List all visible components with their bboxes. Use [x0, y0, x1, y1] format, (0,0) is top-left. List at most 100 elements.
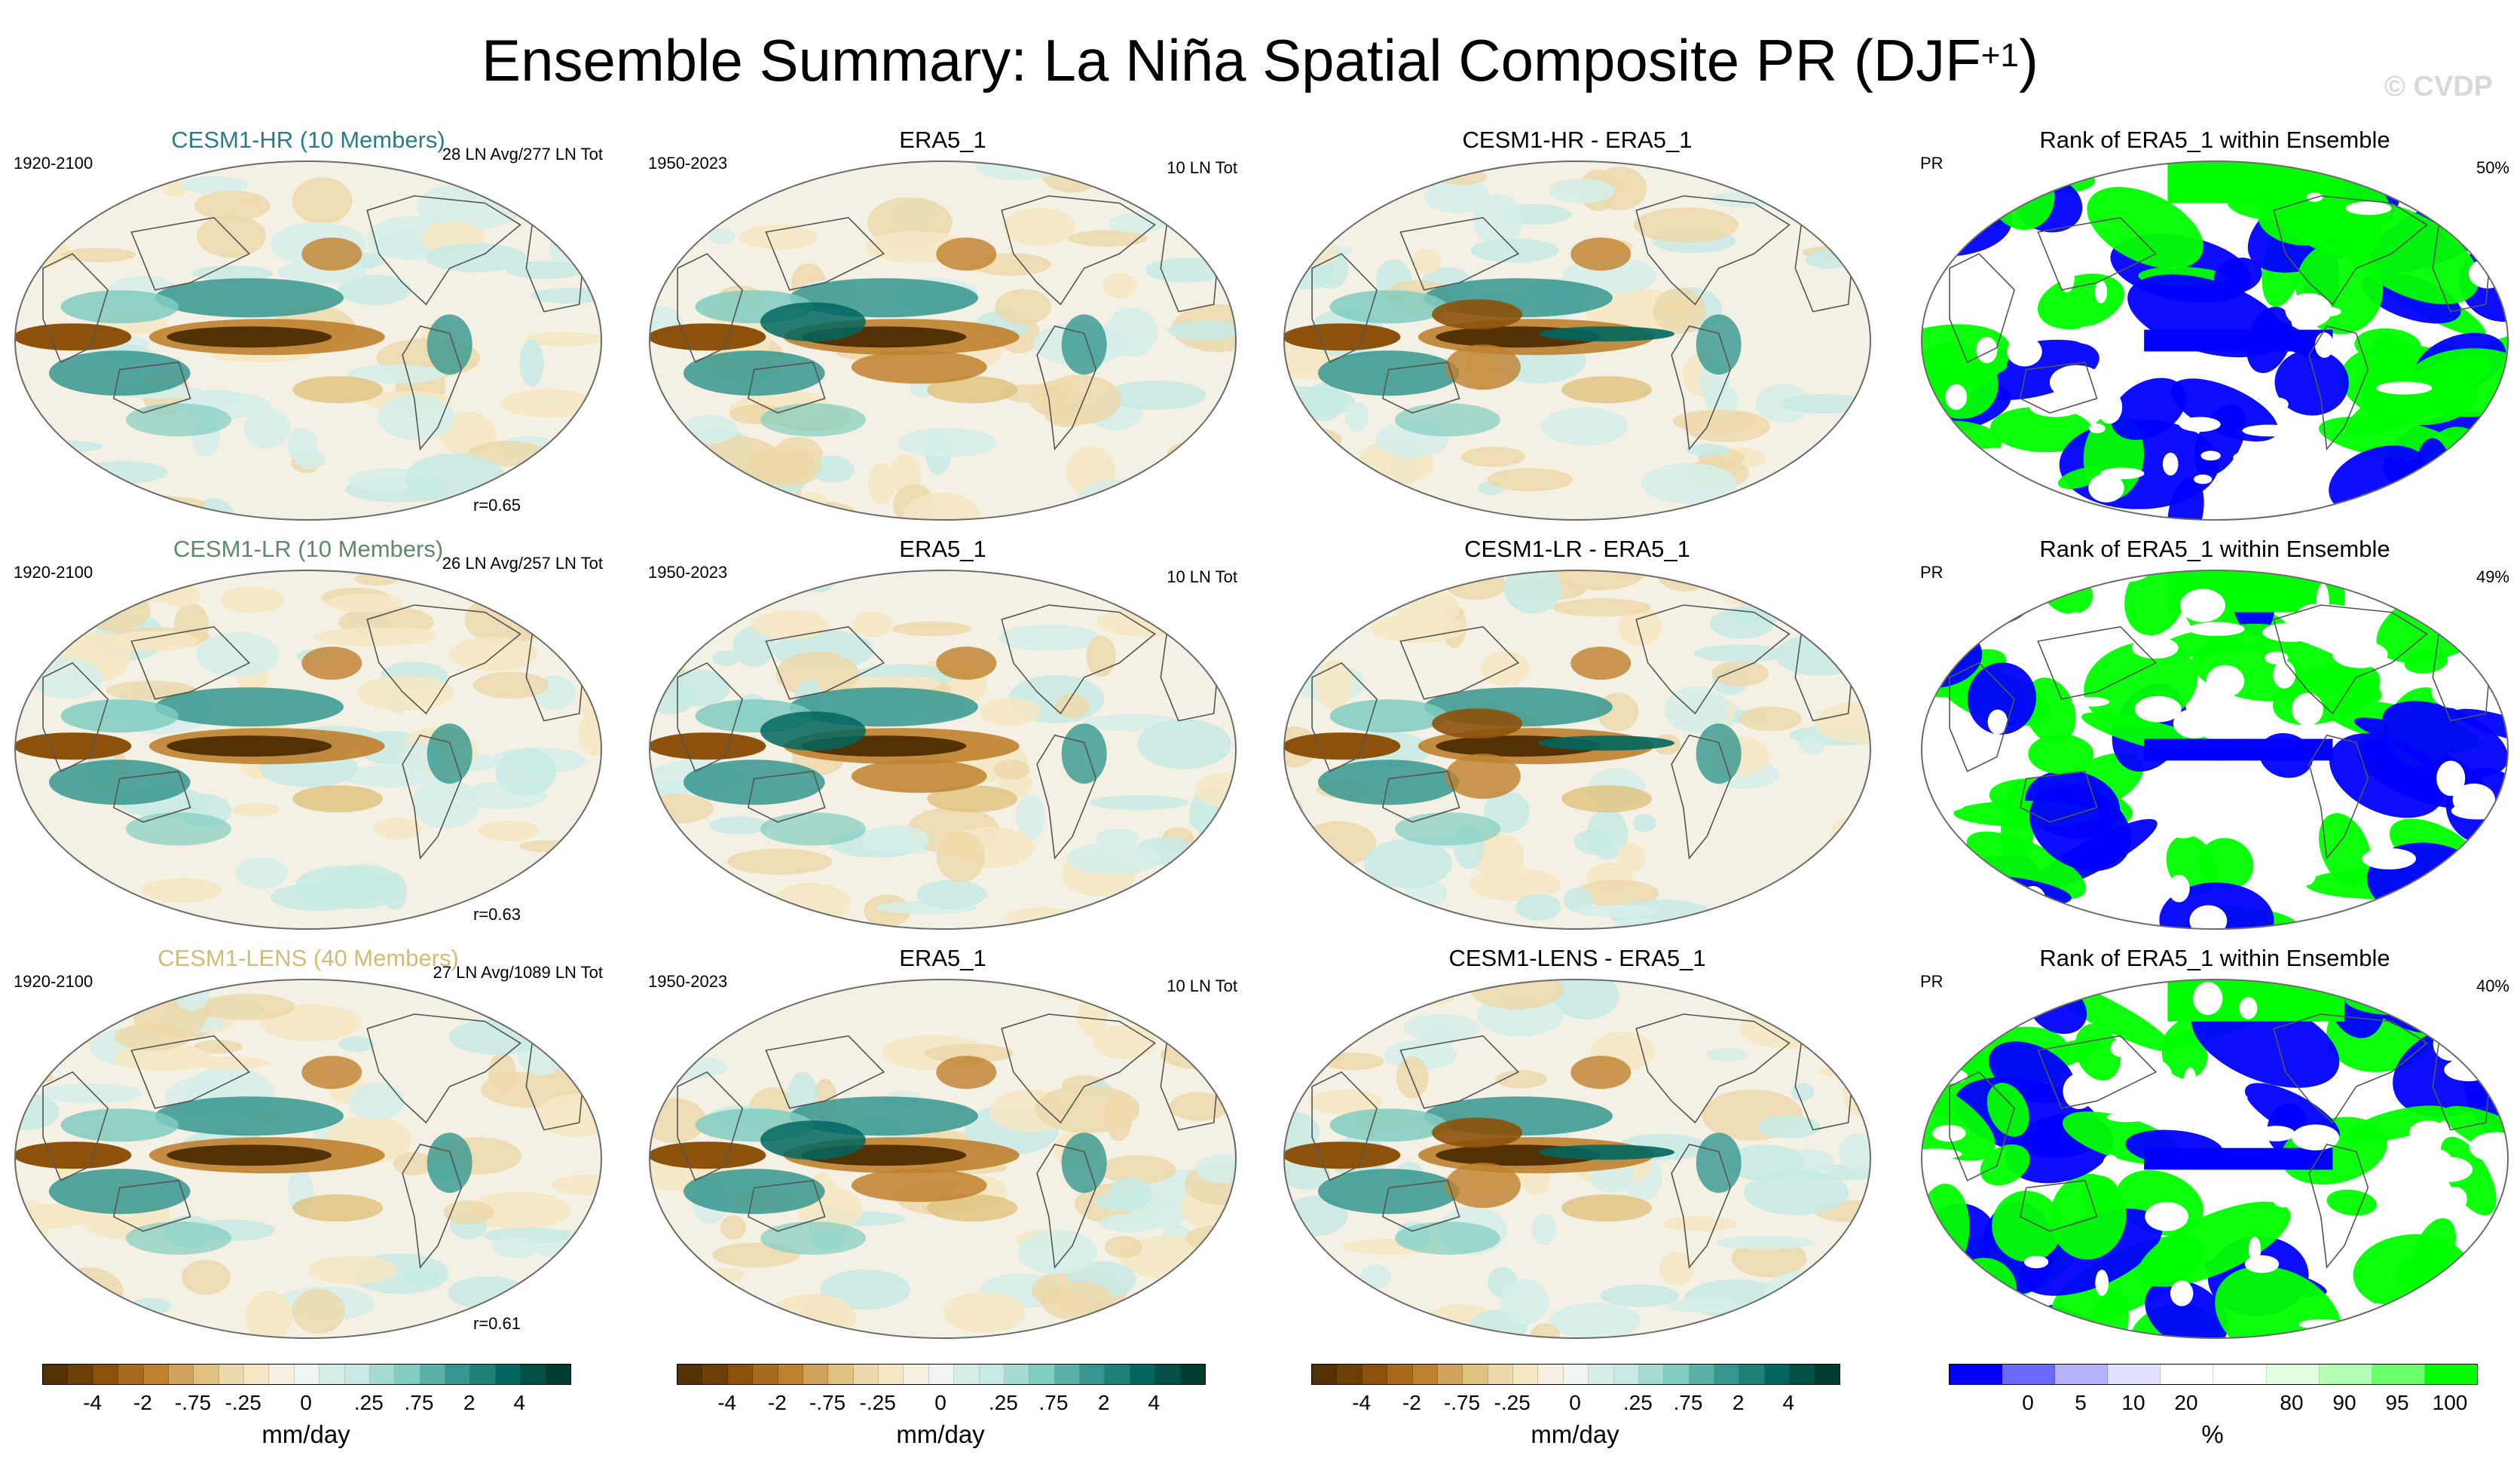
- map-outline: [649, 979, 1237, 1339]
- coastline-5: [747, 770, 826, 823]
- colorbar-swatch: [753, 1365, 778, 1384]
- colorbar-swatch: [1664, 1365, 1690, 1384]
- colorbar-4-tick-label: 0: [2022, 1391, 2034, 1414]
- coastline-6: [1399, 625, 1520, 700]
- colorbar-2-tick-label: 4: [1148, 1391, 1161, 1414]
- colorbar-swatch: [1589, 1365, 1614, 1384]
- colorbar-swatch: [495, 1365, 521, 1384]
- colorbar-4-tick-label: 20: [2174, 1391, 2198, 1414]
- panel-title-r3-obs: ERA5_1: [899, 945, 986, 971]
- coastline-1: [1001, 1013, 1156, 1124]
- panel-right-label-r2-ens: 26 LN Avg/257 LN Tot: [442, 554, 603, 573]
- colorbar-swatch: [1387, 1365, 1413, 1384]
- coastline-2: [2308, 1143, 2369, 1269]
- main-title-close: ): [2018, 27, 2038, 93]
- colorbar-swatch: [778, 1365, 803, 1384]
- colorbar-2-tick-label: .25: [988, 1391, 1018, 1414]
- colorbar-4-tick-label: 100: [2432, 1391, 2468, 1414]
- coastline-4: [1949, 662, 2016, 772]
- colorbar-swatch: [1739, 1365, 1765, 1384]
- colorbar-swatch: [68, 1365, 93, 1384]
- colorbar-swatch: [1790, 1365, 1815, 1384]
- colorbar-3-tick-label: 4: [1782, 1391, 1795, 1414]
- colorbar-swatch: [470, 1365, 496, 1384]
- colorbar-swatch: [2424, 1365, 2477, 1384]
- colorbar-swatch: [677, 1365, 703, 1384]
- map-r2-ens: [14, 570, 602, 930]
- map-r1-rank: [1921, 160, 2509, 521]
- panel-left-label-r1-ens: 1920-2100: [14, 154, 93, 173]
- coastline-4: [677, 662, 744, 772]
- colorbar-swatch: [244, 1365, 270, 1384]
- colorbar-swatch: [1538, 1365, 1564, 1384]
- coastline-6: [130, 1035, 251, 1109]
- colorbar-swatch: [853, 1365, 879, 1384]
- colorbar-swatch: [928, 1365, 955, 1384]
- coastline-2: [402, 325, 463, 451]
- colorbar-swatch: [1362, 1365, 1388, 1384]
- map-outline: [1283, 570, 1871, 930]
- coastline-5: [747, 361, 826, 414]
- main-title-text: Ensemble Summary: La Niña Spatial Compos…: [482, 27, 1981, 93]
- colorbar-1-tick-label: .25: [353, 1391, 384, 1414]
- colorbar-swatch: [294, 1365, 320, 1384]
- colorbar-swatch: [1180, 1365, 1205, 1384]
- map-r1-obs: [649, 160, 1237, 521]
- colorbar-swatch: [320, 1365, 345, 1384]
- coastline-6: [2037, 1035, 2158, 1109]
- colorbar-3-tick-label: 2: [1732, 1391, 1745, 1414]
- colorbar-4-tick-label: 80: [2280, 1391, 2304, 1414]
- map-r2-diff: [1283, 570, 1871, 930]
- panel-right-label-r3-ens: 27 LN Avg/1089 LN Tot: [433, 963, 603, 982]
- panel-title-r3-diff: CESM1-LENS - ERA5_1: [1448, 945, 1706, 971]
- coastline-1: [2273, 604, 2428, 715]
- colorbar-swatch: [1437, 1365, 1463, 1384]
- colorbar-1-tick-label: -.75: [174, 1391, 212, 1414]
- main-title-superscript: +1: [1980, 37, 2019, 74]
- colorbar-swatch: [43, 1365, 69, 1384]
- colorbar-3-tick-label: -2: [1402, 1391, 1421, 1414]
- coastline-4: [677, 1071, 744, 1181]
- coastline-5: [1381, 1179, 1460, 1232]
- colorbar-1-tick-label: 2: [463, 1391, 476, 1414]
- coastline-5: [747, 1179, 826, 1232]
- colorbar-swatch: [546, 1365, 570, 1384]
- colorbar-4-tick-label: 10: [2121, 1391, 2145, 1414]
- colorbar-1-unit: mm/day: [261, 1420, 350, 1448]
- main-title: Ensemble Summary: La Niña Spatial Compos…: [0, 23, 2520, 98]
- panel-title-r1-obs: ERA5_1: [899, 127, 986, 153]
- colorbar-swatch: [1080, 1365, 1106, 1384]
- coastline-6: [765, 1035, 885, 1109]
- coastline-1: [1001, 604, 1156, 715]
- panel-title-r2-obs: ERA5_1: [899, 536, 986, 562]
- colorbar-swatch: [269, 1365, 295, 1384]
- coastline-5: [1381, 361, 1460, 414]
- coastline-1: [366, 604, 521, 715]
- colorbar-1-tick-label: 0: [300, 1391, 312, 1414]
- colorbar-2-tick-label: 0: [934, 1391, 947, 1414]
- coastline-5: [112, 361, 191, 414]
- coastline-2: [2308, 325, 2369, 451]
- coastline-4: [1949, 252, 2016, 363]
- panel-title-r3-ens: CESM1-LENS (40 Members): [158, 945, 459, 971]
- map-r2-obs: [649, 570, 1237, 930]
- map-outline: [14, 570, 602, 930]
- coastline-2: [1036, 325, 1097, 451]
- pattern-correlation-r1: r=0.65: [472, 496, 521, 515]
- colorbar-swatch: [1155, 1365, 1181, 1384]
- colorbar-swatch: [395, 1365, 421, 1384]
- panel-left-label-r1-rank: PR: [1920, 154, 1944, 173]
- coastline-5: [2019, 770, 2098, 823]
- map-outline: [649, 570, 1237, 930]
- map-outline: [14, 979, 602, 1339]
- colorbar-2-tick-label: -2: [767, 1391, 787, 1414]
- panel-title-r2-rank: Rank of ERA5_1 within Ensemble: [2039, 536, 2390, 562]
- colorbar-swatch: [1004, 1365, 1030, 1384]
- coastline-2: [1671, 325, 1732, 451]
- map-r3-diff: [1283, 979, 1871, 1339]
- colorbar-4-tick-label: 95: [2385, 1391, 2409, 1414]
- map-r1-diff: [1283, 160, 1871, 521]
- coastline-1: [366, 195, 521, 306]
- map-outline: [649, 160, 1237, 521]
- panel-left-label-r2-ens: 1920-2100: [14, 563, 93, 582]
